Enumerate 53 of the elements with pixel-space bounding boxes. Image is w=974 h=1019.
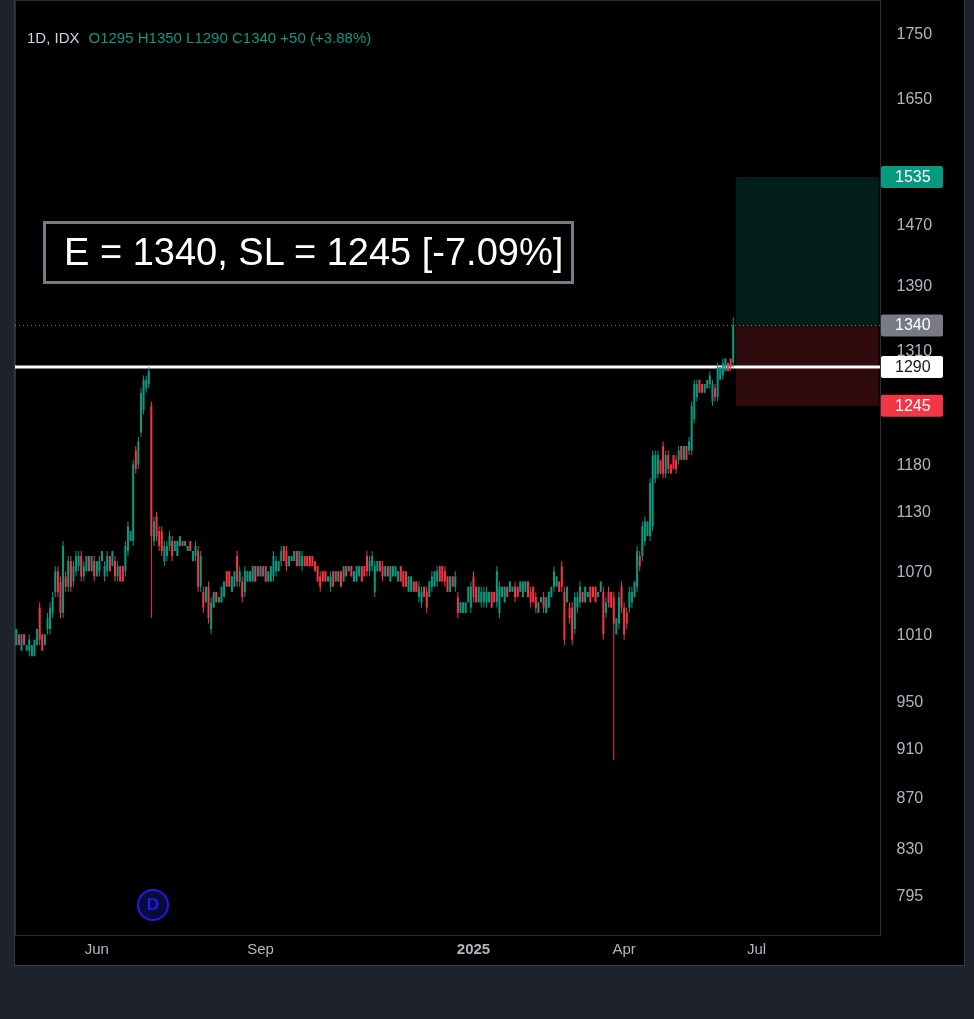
candlestick bbox=[134, 445, 137, 475]
candlestick bbox=[714, 383, 717, 402]
y-tick-label: 950 bbox=[896, 692, 924, 710]
ref-line-label: 1340 bbox=[895, 316, 931, 334]
candlestick bbox=[630, 586, 633, 609]
candlestick bbox=[565, 586, 568, 603]
y-tick-label: 1180 bbox=[896, 455, 932, 473]
text: O1295 H1350 L1290 C1340 +50 (+3.88%) bbox=[88, 29, 372, 46]
candlestick bbox=[327, 575, 330, 583]
candlestick bbox=[163, 540, 166, 567]
candlestick bbox=[77, 550, 80, 572]
y-tick-label: 830 bbox=[896, 840, 924, 858]
y-tick-label: 1310 bbox=[896, 341, 933, 359]
candlestick bbox=[638, 550, 641, 572]
x-tick-label: 2025 bbox=[456, 939, 491, 957]
band-label: 1535 bbox=[895, 168, 931, 186]
y-tick-label: 1070 bbox=[896, 562, 933, 580]
y-tick-label: 1750 bbox=[896, 25, 933, 43]
candlestick bbox=[64, 570, 67, 593]
candlestick bbox=[604, 596, 607, 619]
y-tick-label: 1390 bbox=[896, 276, 933, 294]
candlestick bbox=[137, 436, 140, 470]
candlestick bbox=[238, 565, 241, 588]
candlestick bbox=[368, 555, 371, 577]
x-tick-label: Jul bbox=[747, 939, 767, 957]
x-tick-label: Jun bbox=[84, 939, 109, 957]
candlestick bbox=[82, 560, 85, 583]
candlestick bbox=[352, 570, 355, 583]
candlestick bbox=[340, 570, 342, 588]
y-tick-label: 1010 bbox=[896, 625, 933, 643]
candlestick bbox=[553, 565, 555, 593]
y-tick-label: 1470 bbox=[896, 215, 933, 233]
candlestick bbox=[625, 607, 628, 630]
y-tick-label: 795 bbox=[896, 887, 924, 905]
y-tick-label: 910 bbox=[896, 739, 924, 757]
y-tick-label: 1130 bbox=[896, 503, 932, 521]
candlestick bbox=[628, 586, 631, 614]
candlestick bbox=[114, 555, 117, 583]
candlestick bbox=[152, 516, 155, 547]
candlestick bbox=[147, 366, 150, 389]
y-tick-label: 870 bbox=[896, 788, 924, 806]
candlestick bbox=[578, 581, 581, 609]
candlestick bbox=[80, 550, 83, 583]
x-tick-label: Apr bbox=[612, 939, 636, 957]
text: 1D, IDX bbox=[27, 29, 80, 46]
candlestick bbox=[540, 596, 543, 603]
y-tick-label: 1650 bbox=[896, 89, 933, 107]
ref-line-label: 1290 bbox=[895, 357, 931, 375]
annotation: E = 1340, SL = 1245 [-7.09%] bbox=[43, 221, 575, 284]
band-label: 1245 bbox=[895, 396, 931, 414]
candlestick bbox=[160, 525, 163, 557]
x-tick-label: Sep bbox=[247, 939, 274, 957]
candlestick bbox=[241, 575, 244, 603]
